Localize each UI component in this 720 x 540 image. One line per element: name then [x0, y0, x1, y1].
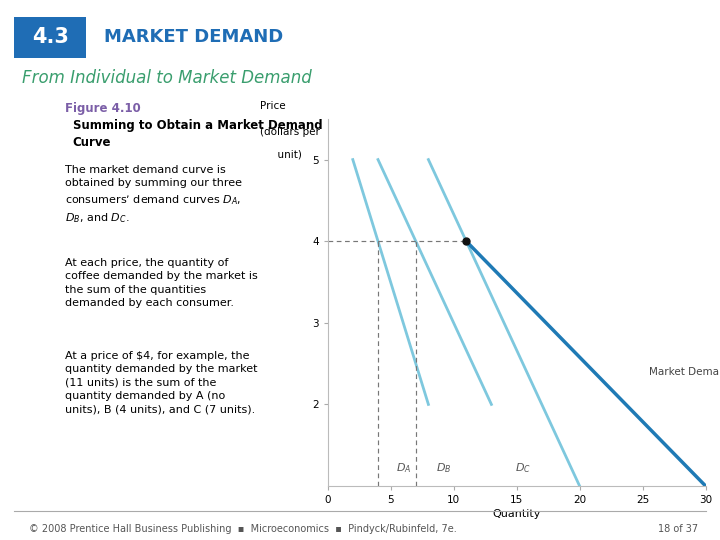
- Text: MARKET DEMAND: MARKET DEMAND: [104, 28, 284, 46]
- Text: 4.3: 4.3: [32, 27, 69, 47]
- Text: 18 of 37: 18 of 37: [658, 524, 698, 535]
- Text: Summing to Obtain a Market Demand
Curve: Summing to Obtain a Market Demand Curve: [73, 119, 323, 149]
- Text: Market Demand: Market Demand: [649, 367, 720, 377]
- Text: At each price, the quantity of
coffee demanded by the market is
the sum of the q: At each price, the quantity of coffee de…: [65, 258, 258, 308]
- Text: From Individual to Market Demand: From Individual to Market Demand: [22, 69, 311, 87]
- Text: © 2008 Prentice Hall Business Publishing  ▪  Microeconomics  ▪  Pindyck/Rubinfel: © 2008 Prentice Hall Business Publishing…: [29, 524, 456, 535]
- X-axis label: Quantity: Quantity: [492, 509, 541, 519]
- Text: Price: Price: [260, 102, 285, 111]
- Text: The market demand curve is
obtained by summing our three
consumers’ demand curve: The market demand curve is obtained by s…: [65, 165, 242, 225]
- Text: At a price of $4, for example, the
quantity demanded by the market
(11 units) is: At a price of $4, for example, the quant…: [65, 350, 257, 415]
- Text: Chapter 4  Individual and Market Demand: Chapter 4 Individual and Market Demand: [6, 190, 14, 413]
- Text: $D_C$: $D_C$: [515, 461, 531, 475]
- Text: $D_B$: $D_B$: [436, 461, 451, 475]
- Text: Figure 4.10: Figure 4.10: [65, 102, 140, 115]
- Text: unit): unit): [271, 149, 302, 159]
- FancyBboxPatch shape: [14, 17, 86, 58]
- Text: $D_A$: $D_A$: [395, 461, 411, 475]
- Text: (dollars per: (dollars per: [260, 127, 320, 137]
